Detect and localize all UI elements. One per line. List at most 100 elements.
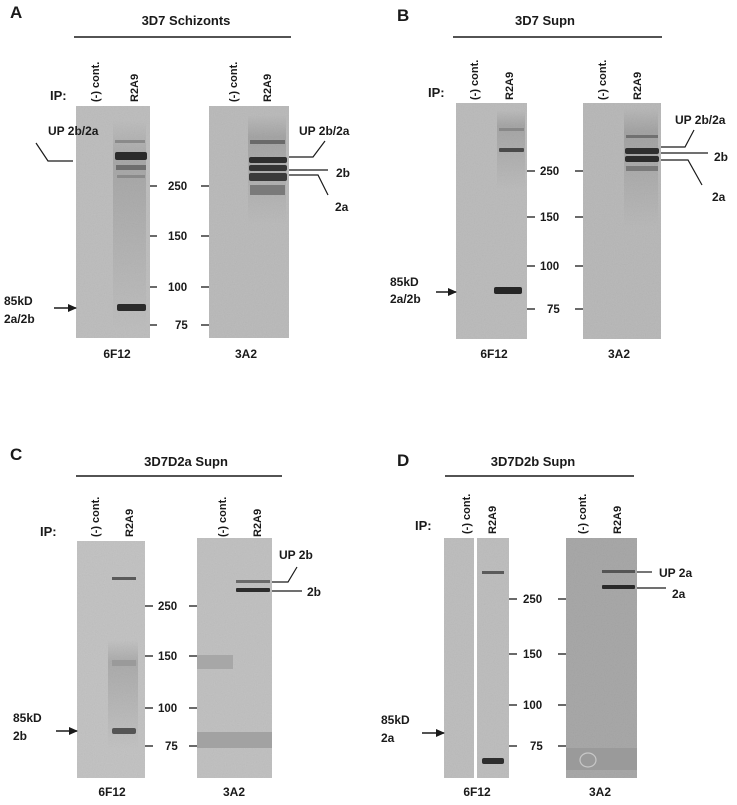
band-annotation: UP 2b/2a bbox=[299, 124, 350, 138]
panel-title: 3D7D2a Supn bbox=[144, 454, 228, 469]
band-annotation: 2b bbox=[13, 729, 27, 743]
band bbox=[115, 152, 147, 160]
mw-label: 150 bbox=[523, 649, 542, 661]
panel-title: 3D7 Supn bbox=[515, 13, 575, 28]
ip-label: IP: bbox=[40, 524, 57, 539]
band-annotation: 2a/2b bbox=[4, 312, 35, 326]
mw-label: 100 bbox=[523, 700, 542, 712]
mw-arrow-label: 85kD bbox=[390, 275, 419, 289]
band bbox=[482, 571, 504, 574]
band bbox=[249, 173, 287, 181]
band bbox=[602, 570, 635, 573]
band-annotation: 2a/2b bbox=[390, 292, 421, 306]
band-annotation: 2a bbox=[381, 731, 395, 745]
band-annotation: 2b bbox=[336, 166, 350, 180]
band bbox=[112, 577, 136, 580]
panel-d: D 3D7D2b Supn IP: (-) cont. R2A9 (-) con… bbox=[381, 451, 692, 799]
lane-label: R2A9 bbox=[252, 509, 264, 537]
antibody-label: 6F12 bbox=[103, 347, 131, 361]
mw-markers: 250 150 100 75 bbox=[527, 166, 583, 316]
panel-title: 3D7 Schizonts bbox=[142, 13, 231, 28]
band-annotation: 2b bbox=[307, 585, 321, 599]
band-annotation: 2a bbox=[672, 587, 686, 601]
lane-label: (-) cont. bbox=[90, 62, 102, 102]
mw-arrow-label: 85kD bbox=[381, 713, 410, 727]
band bbox=[494, 287, 522, 294]
mw-label: 75 bbox=[530, 741, 543, 753]
band-annotation: 2b bbox=[714, 150, 728, 164]
lane-label: (-) cont. bbox=[461, 494, 473, 534]
panel-b: B 3D7 Supn IP: (-) cont. R2A9 (-) cont. … bbox=[390, 6, 728, 361]
mw-label: 150 bbox=[168, 231, 187, 243]
band-annotation: UP 2b bbox=[279, 548, 313, 562]
band bbox=[236, 580, 270, 583]
panel-title: 3D7D2b Supn bbox=[491, 454, 576, 469]
band-annotation: 2a bbox=[335, 200, 349, 214]
lane-label: R2A9 bbox=[487, 506, 499, 534]
band bbox=[236, 588, 270, 592]
mw-markers: 250 150 100 75 bbox=[145, 601, 197, 753]
lane-label: (-) cont. bbox=[90, 497, 102, 537]
lane-label: (-) cont. bbox=[577, 494, 589, 534]
mw-label: 100 bbox=[158, 703, 177, 715]
panel-a: A 3D7 Schizonts IP: (-) cont. R2A9 (-) c… bbox=[4, 3, 350, 361]
band-annotation: UP 2b/2a bbox=[675, 113, 726, 127]
band bbox=[625, 156, 659, 162]
lane-label: R2A9 bbox=[612, 506, 624, 534]
lane-label: R2A9 bbox=[124, 509, 136, 537]
lane-label: R2A9 bbox=[129, 74, 141, 102]
antibody-label: 6F12 bbox=[480, 347, 508, 361]
lane-label: (-) cont. bbox=[217, 497, 229, 537]
mw-label: 250 bbox=[168, 181, 187, 193]
mw-label: 250 bbox=[523, 594, 542, 606]
mw-markers: 250 150 100 75 bbox=[509, 594, 566, 753]
band bbox=[249, 165, 287, 171]
band-annotation: UP 2a bbox=[659, 566, 692, 580]
lane-label: R2A9 bbox=[262, 74, 274, 102]
antibody-label: 6F12 bbox=[463, 785, 491, 799]
panel-letter: C bbox=[10, 445, 22, 464]
mw-label: 150 bbox=[540, 212, 559, 224]
mw-label: 75 bbox=[175, 320, 188, 332]
antibody-label: 3A2 bbox=[608, 347, 630, 361]
mw-label: 100 bbox=[540, 261, 559, 273]
mw-label: 75 bbox=[547, 304, 560, 316]
ip-label: IP: bbox=[50, 88, 67, 103]
panel-c: C 3D7D2a Supn IP: (-) cont. R2A9 (-) con… bbox=[10, 445, 321, 799]
blot-6f12 bbox=[456, 103, 527, 339]
panel-letter: B bbox=[397, 6, 409, 25]
band bbox=[112, 728, 136, 734]
lane-label: R2A9 bbox=[504, 72, 516, 100]
antibody-label: 3A2 bbox=[223, 785, 245, 799]
band-annotation: 2a bbox=[712, 190, 726, 204]
blot-3a2 bbox=[566, 538, 637, 778]
mw-arrow-label: 85kD bbox=[13, 711, 42, 725]
lane-label: R2A9 bbox=[632, 72, 644, 100]
blot-6f12 bbox=[76, 106, 150, 338]
mw-label: 100 bbox=[168, 282, 187, 294]
mw-markers: 250 150 100 75 bbox=[150, 181, 209, 332]
band bbox=[499, 148, 524, 152]
mw-label: 150 bbox=[158, 651, 177, 663]
antibody-label: 3A2 bbox=[235, 347, 257, 361]
mw-label: 250 bbox=[540, 166, 559, 178]
mw-arrow-label: 85kD bbox=[4, 294, 33, 308]
mw-label: 75 bbox=[165, 741, 178, 753]
band bbox=[602, 585, 635, 589]
band bbox=[249, 157, 287, 163]
band bbox=[117, 304, 146, 311]
lane-label: (-) cont. bbox=[469, 60, 481, 100]
blot-3a2 bbox=[583, 103, 661, 339]
lane-label: (-) cont. bbox=[228, 62, 240, 102]
panel-letter: D bbox=[397, 451, 409, 470]
band bbox=[482, 758, 504, 764]
band-annotation: UP 2b/2a bbox=[48, 124, 99, 138]
blot-6f12 bbox=[77, 541, 145, 778]
ip-label: IP: bbox=[428, 85, 445, 100]
mw-label: 250 bbox=[158, 601, 177, 613]
blot-3a2 bbox=[197, 538, 272, 778]
ip-label: IP: bbox=[415, 518, 432, 533]
blot-6f12 bbox=[444, 538, 509, 778]
lane-divider bbox=[474, 538, 477, 778]
blot-3a2 bbox=[209, 106, 289, 338]
